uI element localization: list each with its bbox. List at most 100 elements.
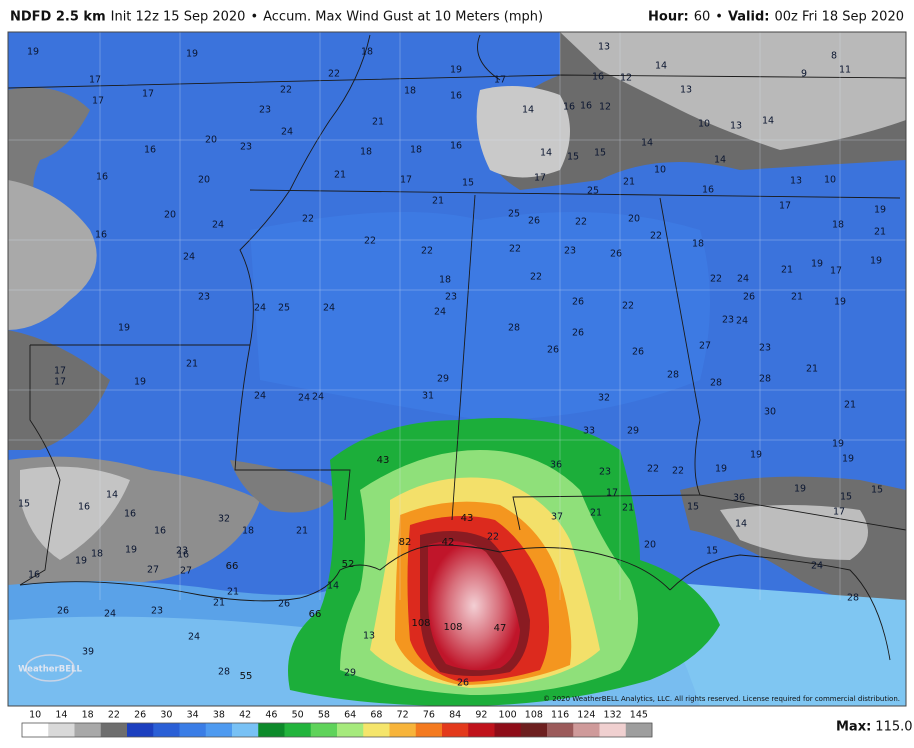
legend-swatch [48, 723, 75, 737]
wind-label: 19 [832, 439, 844, 450]
wind-label: 18 [242, 526, 254, 537]
wind-label: 21 [622, 503, 634, 514]
wind-label: 19 [450, 65, 462, 76]
wind-label: 18 [91, 549, 103, 560]
wind-label: 16 [702, 185, 714, 196]
wind-label: 18 [361, 47, 373, 58]
wind-label: 13 [598, 42, 610, 53]
wind-label: 21 [791, 292, 803, 303]
wind-label: 23 [240, 142, 252, 153]
wind-label: 47 [494, 623, 507, 634]
wind-label: 28 [847, 593, 859, 604]
legend-tick-label: 18 [82, 710, 94, 721]
wind-label: 16 [450, 91, 462, 102]
wind-label: 26 [528, 216, 540, 227]
wind-label: 20 [164, 210, 176, 221]
legend-swatch [547, 723, 574, 737]
wind-label: 37 [551, 512, 563, 523]
wind-label: 16 [124, 509, 136, 520]
wind-label: 20 [644, 540, 656, 551]
wind-label: 23 [599, 467, 611, 478]
wind-label: 16 [96, 172, 108, 183]
wind-label: 39 [82, 647, 94, 658]
wind-label: 24 [254, 391, 266, 402]
wind-label: 24 [281, 127, 293, 138]
state-border [249, 189, 901, 199]
wind-label: 19 [186, 49, 198, 60]
wind-label: 23 [564, 246, 576, 257]
wind-label: 17 [779, 201, 791, 212]
hour-value: 60 [694, 10, 711, 25]
legend-swatch [179, 723, 207, 737]
wind-label: 13 [730, 121, 742, 132]
wind-label: 16 [144, 145, 156, 156]
wind-label: 24 [298, 393, 310, 404]
wind-label: 23 [722, 315, 734, 326]
wind-label: 14 [106, 490, 118, 501]
wind-label: 19 [27, 47, 39, 58]
wind-label: 21 [781, 265, 793, 276]
wind-label: 17 [494, 75, 506, 86]
copyright: © 2020 WeatherBELL Analytics, LLC. All r… [543, 695, 900, 703]
wind-label: 23 [198, 292, 210, 303]
wind-label: 33 [583, 426, 595, 437]
legend-swatch [625, 723, 653, 737]
wind-label: 21 [186, 359, 198, 370]
legend-tick-label: 58 [318, 710, 330, 721]
wind-label: 21 [432, 196, 444, 207]
calm-area [720, 505, 868, 560]
wind-label: 20 [628, 214, 640, 225]
wind-label: 108 [411, 618, 430, 629]
legend-swatch [22, 723, 49, 737]
wind-label: 9 [801, 69, 807, 80]
coastline [669, 554, 891, 661]
wind-label: 19 [811, 259, 823, 270]
state-border [512, 197, 701, 531]
legend-tick-label: 132 [604, 710, 622, 721]
state-border [699, 494, 906, 531]
wind-label: 22 [672, 466, 684, 477]
wind-label: 10 [698, 119, 710, 130]
wind-label: 17 [92, 96, 104, 107]
legend-swatch [494, 723, 522, 737]
wind-label: 24 [104, 609, 116, 620]
wind-label: 15 [18, 499, 30, 510]
legend-tick-label: 14 [55, 710, 67, 721]
wind-label: 25 [587, 186, 599, 197]
wind-label: 17 [54, 377, 66, 388]
legend-tick-label: 84 [449, 710, 461, 721]
wind-label: 17 [534, 173, 546, 184]
legend-swatch [258, 723, 285, 737]
legend-swatch [284, 723, 312, 737]
wind-label: 15 [871, 485, 883, 496]
wind-label: 26 [572, 328, 584, 339]
wind-label: 22 [530, 272, 542, 283]
low-wind-area [230, 460, 340, 513]
logo-text: WeatherBELL [18, 665, 82, 675]
state-border [477, 34, 501, 81]
wind-label: 30 [764, 407, 776, 418]
legend-tick-label: 22 [108, 710, 120, 721]
wind-label: 17 [830, 266, 842, 277]
calm-area [8, 180, 97, 330]
wind-label: 15 [594, 148, 606, 159]
wind-label: 8 [831, 51, 837, 62]
wind-label: 17 [606, 488, 618, 499]
wind-label: 22 [509, 244, 521, 255]
wind-label: 19 [750, 450, 762, 461]
init-time: Init 12z 15 Sep 2020 [111, 10, 246, 25]
wind-swath-core [428, 541, 520, 671]
wind-label: 17 [54, 366, 66, 377]
wind-label: 22 [421, 246, 433, 257]
map-frame [7, 31, 907, 707]
wind-label: 16 [563, 102, 575, 113]
wind-label: 17 [400, 175, 412, 186]
wind-label: 31 [422, 391, 434, 402]
wind-label: 55 [240, 671, 253, 682]
wind-label: 66 [309, 609, 322, 620]
wind-label: 18 [439, 275, 451, 286]
wind-label: 18 [692, 239, 704, 250]
wind-label: 22 [622, 301, 634, 312]
wind-label: 19 [134, 377, 146, 388]
legend-swatch [310, 723, 338, 737]
